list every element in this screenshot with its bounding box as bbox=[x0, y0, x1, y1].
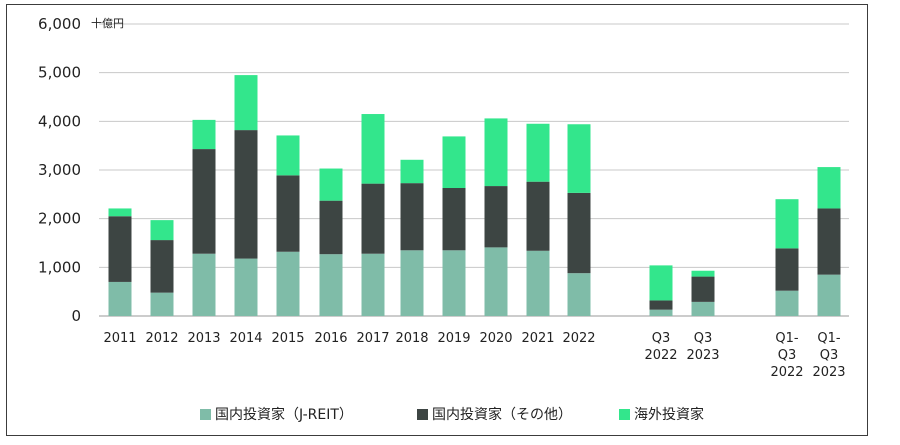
bar-segment bbox=[361, 114, 385, 184]
legend-label: 国内投資家（その他） bbox=[432, 406, 572, 423]
bar-segment bbox=[442, 188, 466, 251]
bar-segment bbox=[649, 309, 673, 316]
legend-label: 国内投資家（J-REIT） bbox=[215, 406, 353, 423]
bar-segment bbox=[526, 250, 550, 316]
y-tick-label: 4,000 bbox=[38, 112, 81, 130]
bar-segment bbox=[775, 248, 799, 291]
y-tick-label: 2,000 bbox=[38, 210, 81, 228]
bar-segment bbox=[567, 192, 591, 274]
x-axis-labels: 2011 2012 2013 2014 2015 2016 2017 2018 2019 2020… bbox=[103, 331, 845, 380]
x-tick-label: 2017 bbox=[356, 331, 389, 346]
x-tick-label: 2019 bbox=[437, 331, 470, 346]
stacked-bar-chart: 0 1,000 2,000 3,000 4,000 5,000 6,000 十億円 2011… bbox=[38, 15, 849, 423]
gridlines bbox=[99, 23, 849, 317]
bar-segment bbox=[526, 123, 550, 182]
x-tick-label: 2013 bbox=[187, 331, 220, 346]
bar-segment bbox=[276, 135, 300, 176]
bar-segment bbox=[276, 251, 300, 316]
bar-segment bbox=[192, 119, 216, 150]
x-tick-label: 2020 bbox=[479, 331, 512, 346]
bar-segment bbox=[319, 254, 343, 316]
bar-segment bbox=[567, 124, 591, 193]
x-tick-label: 2011 bbox=[103, 331, 136, 346]
x-tick-label: 2016 bbox=[314, 331, 347, 346]
bar-segment bbox=[234, 258, 258, 316]
bar-segment bbox=[817, 167, 841, 209]
bar-segment bbox=[400, 250, 424, 316]
y-tick-label: 6,000 bbox=[38, 15, 81, 33]
bar-segment bbox=[400, 159, 424, 184]
y-tick-label: 5,000 bbox=[38, 64, 81, 82]
bar-segment bbox=[319, 168, 343, 201]
bar-segment bbox=[567, 273, 591, 316]
bar-segment bbox=[442, 250, 466, 316]
x-tick-label: 2015 bbox=[271, 331, 304, 346]
y-axis-ticks: 0 1,000 2,000 3,000 4,000 5,000 6,000 bbox=[38, 15, 81, 325]
bar-segment bbox=[192, 149, 216, 254]
y-tick-label: 3,000 bbox=[38, 161, 81, 179]
bar-segment bbox=[361, 253, 385, 316]
x-tick-label: 2018 bbox=[395, 331, 428, 346]
legend-swatch bbox=[200, 409, 211, 420]
legend-swatch bbox=[417, 409, 428, 420]
bar-segment bbox=[526, 181, 550, 251]
bar-segment bbox=[150, 220, 174, 241]
bar-segment bbox=[484, 247, 508, 316]
x-tick-label: Q3 2022 bbox=[644, 331, 677, 363]
x-tick-label: Q1-Q3 2023 bbox=[812, 331, 845, 380]
bar-segment bbox=[649, 300, 673, 310]
bars bbox=[108, 75, 841, 316]
legend-label: 海外投資家 bbox=[634, 406, 704, 423]
bar-segment bbox=[649, 265, 673, 301]
bar-segment bbox=[691, 276, 715, 302]
bar-segment bbox=[484, 186, 508, 248]
legend-swatch bbox=[619, 409, 630, 420]
bar-segment bbox=[276, 175, 300, 252]
y-tick-label: 0 bbox=[71, 307, 81, 325]
bar-segment bbox=[150, 240, 174, 293]
unit-label: 十億円 bbox=[91, 16, 124, 30]
bar-segment bbox=[817, 208, 841, 275]
bar-segment bbox=[234, 130, 258, 259]
chart-frame: 0 1,000 2,000 3,000 4,000 5,000 6,000 十億円 2011… bbox=[6, 4, 868, 436]
x-tick-label: 2014 bbox=[229, 331, 262, 346]
bar-segment bbox=[234, 75, 258, 131]
bar-segment bbox=[775, 199, 799, 249]
bar-segment bbox=[150, 292, 174, 316]
x-tick-label: Q1-Q3 2022 bbox=[770, 331, 803, 380]
bar-segment bbox=[775, 290, 799, 316]
bar-segment bbox=[192, 253, 216, 316]
x-tick-label: 2021 bbox=[521, 331, 554, 346]
bar-segment bbox=[484, 118, 508, 187]
bar-segment bbox=[817, 274, 841, 316]
x-tick-label: 2012 bbox=[145, 331, 178, 346]
bar-segment bbox=[108, 216, 132, 282]
bar-segment bbox=[361, 183, 385, 254]
bar-segment bbox=[691, 270, 715, 277]
bar-segment bbox=[442, 136, 466, 189]
legend: 国内投資家（J-REIT） 国内投資家（その他） 海外投資家 bbox=[200, 406, 704, 423]
bar-segment bbox=[400, 183, 424, 251]
x-tick-label: 2022 bbox=[562, 331, 595, 346]
y-tick-label: 1,000 bbox=[38, 258, 81, 276]
bar-segment bbox=[108, 208, 132, 217]
bar-segment bbox=[691, 301, 715, 316]
x-tick-label: Q3 2023 bbox=[686, 331, 719, 363]
bar-segment bbox=[319, 200, 343, 255]
bar-segment bbox=[108, 281, 132, 316]
